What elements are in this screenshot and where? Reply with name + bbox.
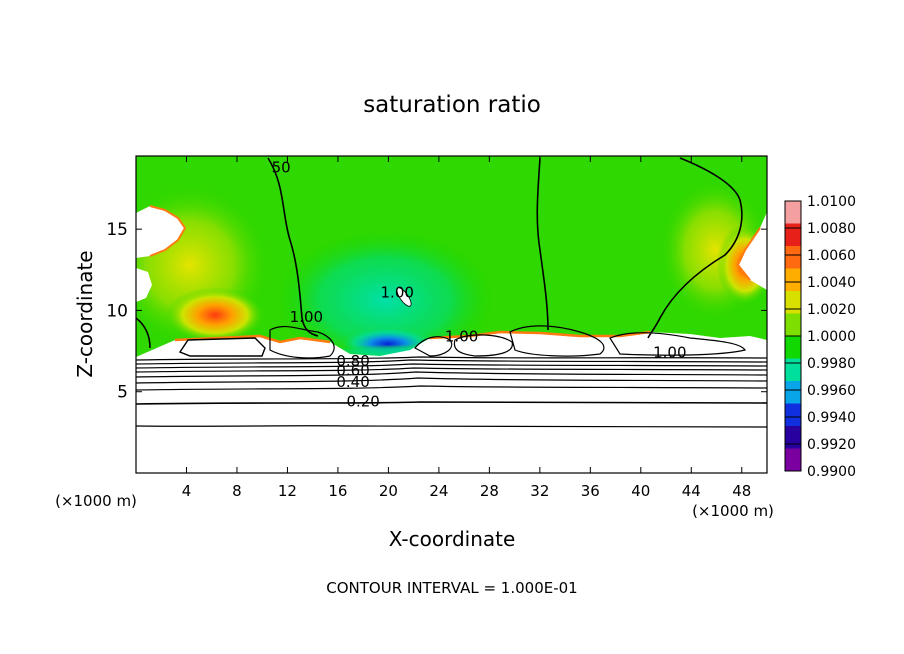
colorbar-swatch (785, 336, 801, 359)
colorbar-level-label: 0.9920 (807, 437, 856, 453)
x-tick-label: 36 (581, 482, 600, 500)
field-cyan-center (275, 230, 495, 370)
contour-labels: 0.200.400.600.80 1.00 1.00 1.00 1.00 50 (272, 158, 687, 410)
colorbar-swatch (785, 268, 801, 292)
contour-label: 0.60 (336, 362, 369, 380)
colorbar-swatch (785, 201, 801, 224)
y-tick-label: 15 (106, 220, 128, 240)
colorbar-level-label: 0.9900 (807, 464, 856, 480)
contour-label: 1.00 (653, 344, 686, 362)
x-tick-label: 32 (530, 482, 549, 500)
contour-label: 1.00 (381, 284, 414, 302)
colorbar-level-label: 0.9980 (807, 356, 856, 372)
x-tick-label: 16 (328, 482, 347, 500)
white-region-upper-left (136, 206, 185, 258)
colorbar-swatch (785, 381, 801, 404)
x-tick-label: 44 (682, 482, 701, 500)
colorbar-level-label: 1.0100 (807, 194, 856, 210)
x-tick-label: 12 (278, 482, 297, 500)
colorbar-swatch (785, 426, 801, 449)
y-axis-label: Z-coordinate (73, 250, 97, 377)
colorbar-level-label: 1.0040 (807, 275, 856, 291)
contour-label: 50 (272, 158, 291, 176)
colorbar-level-label: 1.0000 (807, 329, 856, 345)
x-tick-label: 24 (429, 482, 448, 500)
x-tick-label: 4 (182, 482, 192, 500)
contour-cell-6 (609, 332, 746, 356)
contour-label: 1.00 (445, 327, 478, 345)
white-region-right (738, 212, 767, 290)
colorbar-level-label: 0.9940 (807, 410, 856, 426)
contour-label: 0.40 (336, 373, 369, 391)
colorbar-swatch (785, 358, 801, 382)
plot-frame (135, 155, 768, 474)
y-tick-label: 5 (117, 383, 128, 403)
colorbar-level-label: 1.0060 (807, 248, 856, 264)
colorbar-swatch (785, 246, 801, 269)
white-region-left (136, 268, 152, 302)
colorbar-swatch (785, 448, 801, 472)
colorbar-level-label: 1.0020 (807, 302, 856, 318)
colorbar-level-label: 1.0080 (807, 221, 856, 237)
x-tick-label: 40 (631, 482, 650, 500)
contour-line-center (536, 157, 549, 331)
contour-cell-4 (453, 334, 513, 357)
x-unit-right: (×1000 m) (692, 502, 774, 520)
horizontal-contours (136, 356, 767, 428)
colorbar-swatch (785, 403, 801, 427)
contour-line-far-left (136, 317, 151, 349)
contour-label: 0.80 (336, 352, 369, 370)
contour-cell-2 (269, 325, 335, 359)
colorbar-swatch (785, 291, 801, 314)
colorbar-swatch (785, 313, 801, 337)
white-patch-small (396, 287, 412, 307)
x-tick-label: 20 (379, 482, 398, 500)
contour-label: 1.00 (290, 308, 323, 326)
chart-title: saturation ratio (363, 92, 541, 118)
x-axis: 4 8 12 16 20 24 28 32 36 40 44 48 (182, 156, 751, 500)
x-axis-label: X-coordinate (389, 527, 516, 551)
colorbar-swatch (785, 223, 801, 247)
colorbar: 1.0100 1.0080 1.0060 1.0040 1.0020 1.0000 0.99… (784, 194, 856, 480)
contour-label: 0.20 (346, 392, 379, 410)
boundary-orange-right (736, 227, 761, 281)
y-tick-label: 10 (106, 301, 128, 321)
y-axis: 5 10 15 (106, 220, 767, 403)
x-tick-label: 48 (732, 482, 751, 500)
contour-cell-1 (178, 337, 266, 357)
x-tick-label: 8 (232, 482, 242, 500)
x-unit-left: (×1000 m) (55, 492, 137, 510)
contour-interval-note: CONTOUR INTERVAL = 1.000E-01 (326, 579, 577, 597)
colorbar-level-label: 0.9960 (807, 383, 856, 399)
contour-line-right (647, 157, 743, 339)
contour-cell-5 (509, 325, 605, 357)
field-red-left (165, 287, 265, 343)
x-tick-label: 28 (480, 482, 499, 500)
contour-cell-3 (414, 336, 453, 357)
boundary-orange-upperleft (149, 205, 187, 257)
plot-area (136, 156, 767, 473)
